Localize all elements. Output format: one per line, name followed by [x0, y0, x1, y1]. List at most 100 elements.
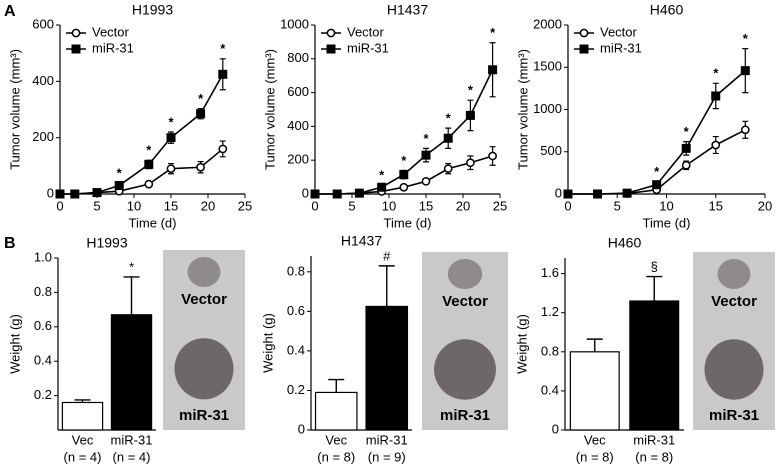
y-tick-label: 1000 — [280, 16, 309, 31]
y-tick-label: 0 — [552, 421, 559, 436]
data-point — [399, 182, 409, 192]
data-point — [652, 180, 662, 190]
photo-label: miR-31 — [440, 407, 490, 424]
data-point — [466, 158, 475, 168]
bar — [569, 351, 620, 431]
chart-title: H460 — [650, 2, 684, 18]
y-tick-label: 1000 — [533, 101, 562, 116]
x-tick-label: 0 — [564, 198, 571, 213]
y-tick-label: 0 — [555, 185, 562, 200]
annotation: * — [198, 91, 204, 106]
y-tick-label: 1500 — [533, 59, 562, 74]
annotation: * — [220, 41, 226, 56]
tumor — [704, 339, 764, 400]
data-point — [740, 66, 750, 76]
y-tick-label: 0.6 — [287, 303, 305, 318]
legend-label: Vector — [600, 24, 638, 39]
data-point — [354, 188, 364, 198]
data-point — [443, 133, 453, 143]
y-tick-label: 400 — [32, 73, 54, 88]
y-axis-title: Weight (g) — [260, 313, 275, 373]
x-tick-label: 0 — [56, 198, 63, 213]
panel-label: B — [4, 235, 16, 252]
y-axis-title: Weight (g) — [7, 314, 22, 374]
tumor — [447, 259, 483, 289]
x-tick-label: 10 — [659, 198, 673, 213]
x-tick-label: 5 — [93, 198, 100, 213]
y-tick-label: 200 — [287, 152, 309, 167]
y-tick-label: 0.6 — [34, 318, 52, 333]
data-point — [70, 189, 80, 199]
legend-marker — [579, 28, 589, 38]
y-axis-title: Tumor volume (mm³) — [7, 49, 22, 170]
chart-title: H1437 — [341, 233, 382, 249]
bar — [629, 300, 680, 431]
annotation: * — [654, 164, 660, 179]
annotation: * — [684, 124, 690, 139]
data-point — [740, 125, 750, 135]
annotation: * — [446, 111, 452, 126]
annotation: * — [146, 143, 152, 158]
legend-marker — [71, 28, 81, 38]
data-point — [166, 133, 176, 143]
category-note: (n = 8) — [317, 449, 355, 464]
photo-label: Vector — [181, 291, 227, 308]
annotation: * — [379, 168, 385, 183]
bar — [110, 314, 153, 431]
annotation: * — [490, 25, 496, 40]
error-bar — [378, 265, 395, 307]
x-tick-label: miR-31 — [633, 432, 675, 447]
y-tick-label: 0.8 — [34, 284, 52, 299]
legend-label: Vector — [92, 24, 130, 39]
x-tick-label: 0 — [311, 198, 318, 213]
annotation: § — [651, 259, 658, 274]
category-note: (n = 8) — [635, 449, 673, 464]
photo-label: Vector — [711, 293, 757, 310]
tumor — [434, 339, 496, 400]
data-point — [144, 159, 154, 169]
annotation: * — [713, 66, 719, 81]
y-tick-label: 200 — [32, 129, 54, 144]
x-tick-label: 20 — [201, 198, 215, 213]
data-point — [196, 162, 205, 172]
data-point — [218, 69, 228, 79]
annotation: * — [468, 83, 474, 98]
error-bar — [328, 378, 345, 393]
data-point — [377, 182, 387, 192]
x-tick-label: 15 — [419, 198, 433, 213]
annotation: * — [743, 31, 749, 46]
legend-label: Vector — [347, 24, 385, 39]
bar — [61, 401, 104, 431]
legend-label: miR-31 — [347, 40, 389, 55]
y-tick-label: 1.6 — [541, 265, 559, 280]
category-note: (n = 4) — [64, 449, 102, 464]
y-axis-title: Weight (g) — [514, 314, 529, 374]
data-point — [563, 189, 573, 199]
data-point — [92, 188, 102, 198]
annotation: * — [401, 153, 407, 168]
x-tick-label: 25 — [493, 198, 507, 213]
data-point — [421, 176, 431, 186]
data-point — [332, 189, 342, 199]
error-bar — [646, 275, 663, 301]
x-tick-label: 10 — [127, 198, 141, 213]
annotation: * — [117, 166, 123, 181]
y-tick-label: 600 — [287, 84, 309, 99]
bar — [314, 391, 358, 431]
data-point — [488, 65, 498, 75]
x-tick-label: 15 — [709, 198, 723, 213]
data-point — [399, 170, 409, 180]
category-note: (n = 9) — [368, 449, 406, 464]
category-note: (n = 8) — [576, 449, 614, 464]
y-tick-label: 2000 — [533, 16, 562, 31]
x-axis-title: Time (d) — [129, 215, 177, 230]
x-axis-title: Time (d) — [643, 215, 691, 230]
y-tick-label: 1.2 — [541, 304, 559, 319]
data-point — [55, 189, 65, 199]
legend-marker — [71, 44, 81, 54]
y-tick-label: 800 — [287, 50, 309, 65]
tumor — [717, 259, 751, 289]
photo-label: Vector — [442, 293, 488, 310]
